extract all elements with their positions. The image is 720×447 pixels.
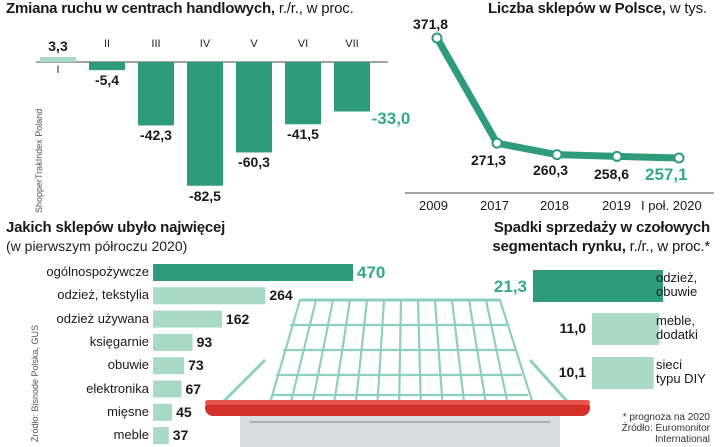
traffic-bar xyxy=(334,62,370,112)
closed-shops-bar xyxy=(153,403,173,421)
sales-drop-title-1: Spadki sprzedaży w czołowych xyxy=(493,219,710,236)
traffic-bar xyxy=(138,62,174,126)
traffic-bar xyxy=(187,62,223,186)
closed-shops-value-label: 264 xyxy=(269,287,293,304)
closed-shops-category-label: księgarnie xyxy=(89,333,149,349)
traffic-value-label: 3,3 xyxy=(48,38,68,55)
closed-shops-bar xyxy=(153,357,185,375)
traffic-month-label: IV xyxy=(199,38,211,50)
closed-shops-bar xyxy=(153,287,266,305)
sales-drop-value-label: 10,1 xyxy=(558,364,586,380)
closed-shops-value-label: 73 xyxy=(188,357,204,374)
shops-x-tick-label: 2017 xyxy=(480,198,509,213)
traffic-value-label: -42,3 xyxy=(140,127,172,144)
traffic-month-label: VII xyxy=(345,38,359,50)
closed-shops-category-label: mięsne xyxy=(107,403,149,419)
closed-shops-bar xyxy=(153,310,222,328)
sales-drop-source-1: Źródło: Euromonitor xyxy=(621,423,710,434)
shops-x-tick-label: I poł. 2020 xyxy=(641,198,702,213)
traffic-month-label: II xyxy=(103,38,111,50)
traffic-month-label: III xyxy=(151,38,161,50)
closed-shops-title: Jakich sklepów ubyło najwięcej xyxy=(6,219,226,236)
closed-shops-value-label: 93 xyxy=(196,333,213,350)
closed-shops-category-label: elektronika xyxy=(86,380,149,396)
sales-drop-bar xyxy=(533,270,663,302)
traffic-month-label: I xyxy=(56,64,60,76)
traffic-value-label: -41,5 xyxy=(287,126,319,143)
closed-shops-category-label: meble xyxy=(113,427,149,443)
traffic-chart-title: Zmiana ruchu w centrach handlowych, r./r… xyxy=(6,0,354,17)
sales-drop-category-line1: meble, xyxy=(656,313,696,328)
closed-shops-category-label: obuwie xyxy=(107,357,149,373)
shops-value-label: 371,8 xyxy=(413,16,449,32)
traffic-month-label: V xyxy=(250,38,258,50)
shops-line-point xyxy=(673,152,685,164)
sales-drop-value-label: 21,3 xyxy=(493,277,527,296)
sales-drop-bar xyxy=(592,357,654,389)
sales-drop-bar xyxy=(592,313,660,345)
sales-drop-category-line2: obuwie xyxy=(656,284,698,299)
closed-shops-value-label: 470 xyxy=(357,263,386,282)
shops-x-tick-label: 2009 xyxy=(419,198,448,213)
traffic-bar xyxy=(89,62,125,71)
sales-drop-source-2: International xyxy=(654,434,710,445)
sales-drop-value-label: 11,0 xyxy=(559,320,586,336)
sales-drop-category-line2: dodatki xyxy=(656,327,698,342)
closed-shops-subtitle: (w pierwszym półroczu 2020) xyxy=(6,238,188,254)
sales-drop-category-line1: sieci xyxy=(656,357,683,372)
shops-x-tick-label: 2019 xyxy=(602,198,631,213)
sales-drop-title-2: segmentach rynku, r./r., w proc.* xyxy=(492,238,710,255)
closed-shops-bar xyxy=(153,380,182,398)
sales-drop-category-line1: odzież, xyxy=(656,270,698,285)
shops-value-label: 257,1 xyxy=(645,165,688,184)
closed-shops-category-label: ogólnospożywcze xyxy=(46,264,149,279)
traffic-value-label: -82,5 xyxy=(189,187,221,204)
shops-line-point xyxy=(431,32,443,44)
closed-shops-value-label: 67 xyxy=(185,380,202,397)
shops-line-point xyxy=(491,137,503,149)
shops-value-label: 258,6 xyxy=(594,166,630,182)
traffic-bar xyxy=(285,62,321,125)
sales-drop-category-line2: typu DIY xyxy=(656,371,706,386)
closed-shops-value-label: 45 xyxy=(176,403,192,420)
traffic-value-label: -5,4 xyxy=(94,72,120,89)
closed-shops-bar xyxy=(153,264,353,281)
closed-shops-value-label: 162 xyxy=(225,310,250,327)
closed-shops-category-label: odzież, tekstylia xyxy=(57,287,149,303)
closed-shops-value-label: 37 xyxy=(172,427,189,444)
traffic-bar xyxy=(236,62,272,153)
closed-shops-bar xyxy=(153,427,169,445)
shops-value-label: 271,3 xyxy=(471,152,507,168)
shops-line-point xyxy=(551,149,563,161)
sales-drop-footnote: * prognoza na 2020 xyxy=(622,412,710,423)
shopping-cart-icon xyxy=(205,298,590,447)
shops-value-label: 260,3 xyxy=(533,162,569,178)
shops-line-point xyxy=(611,150,623,162)
closed-shops-bar xyxy=(153,333,193,351)
shops-chart-title: Liczba sklepów w Polsce, w tys. xyxy=(488,0,707,17)
traffic-value-label: -60,3 xyxy=(238,154,270,171)
traffic-bar xyxy=(40,57,76,62)
closed-shops-category-label: odzież używana xyxy=(56,310,150,326)
traffic-value-label: -33,0 xyxy=(371,108,411,128)
shops-x-tick-label: 2018 xyxy=(540,198,569,213)
traffic-month-label: VI xyxy=(297,38,309,50)
